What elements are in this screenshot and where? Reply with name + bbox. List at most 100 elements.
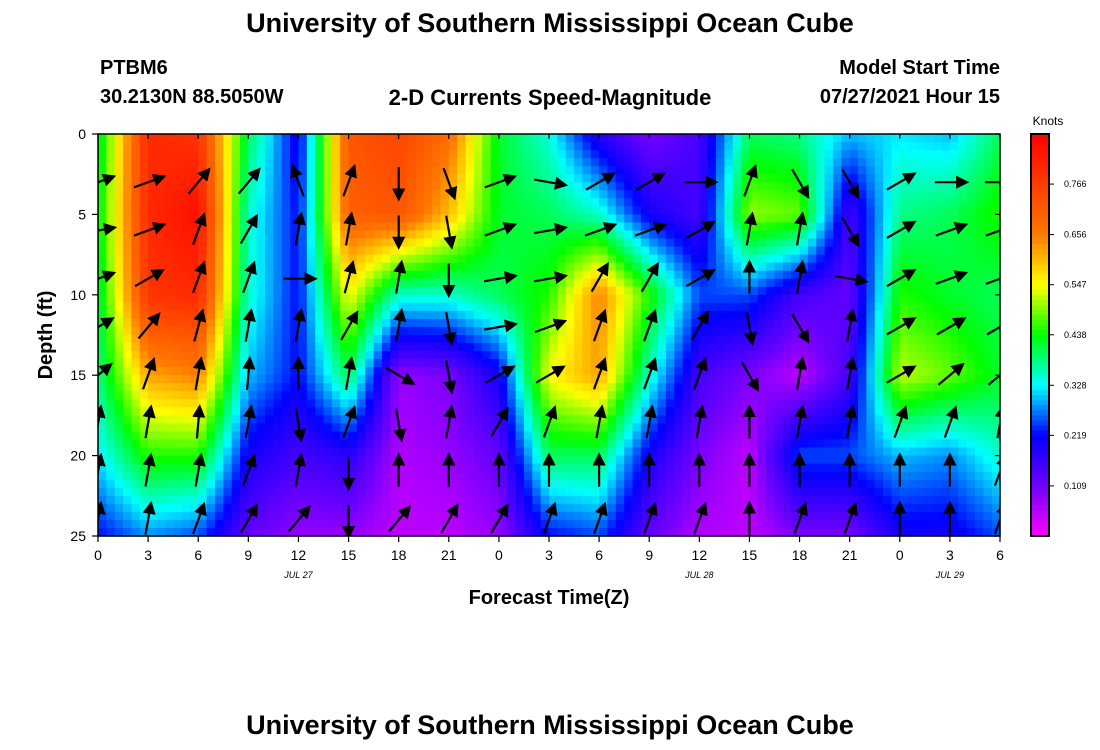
heatmap-cell <box>849 278 859 288</box>
heatmap-cell <box>983 254 993 264</box>
heatmap-cell <box>582 134 592 143</box>
heatmap-cell <box>432 471 442 481</box>
heatmap-cell <box>640 182 650 191</box>
heatmap-cell <box>690 150 700 159</box>
heatmap-cell <box>440 182 450 191</box>
heatmap-cell <box>164 286 174 296</box>
heatmap-cell <box>599 278 609 288</box>
heatmap-cell <box>741 326 751 336</box>
heatmap-cell <box>131 503 141 513</box>
heatmap-cell <box>440 343 450 352</box>
heatmap-cell <box>507 351 517 360</box>
heatmap-cell <box>883 359 893 368</box>
heatmap-cell <box>156 415 166 425</box>
heatmap-cell <box>899 479 909 489</box>
heatmap-cell <box>774 238 784 248</box>
heatmap-cell <box>899 190 909 199</box>
heatmap-cell <box>306 174 316 183</box>
heatmap-cell <box>657 310 667 320</box>
heatmap-cell <box>908 302 918 312</box>
heatmap-cell <box>590 270 600 280</box>
heatmap-cell <box>832 182 842 191</box>
heatmap-cell <box>198 391 208 400</box>
model-start-time: 07/27/2021 Hour 15 <box>819 86 1000 108</box>
heatmap-cell <box>373 326 383 336</box>
heatmap-cell <box>690 495 700 505</box>
heatmap-cell <box>974 270 984 280</box>
heatmap-cell <box>599 423 609 433</box>
heatmap-cell <box>899 487 909 497</box>
heatmap-cell <box>941 190 951 199</box>
heatmap-cell <box>256 407 266 416</box>
heatmap-cell <box>799 238 809 248</box>
heatmap-cell <box>432 286 442 296</box>
heatmap-cell <box>991 166 1001 175</box>
heatmap-cell <box>849 294 859 304</box>
heatmap-cell <box>574 286 584 296</box>
heatmap-cell <box>281 447 291 457</box>
heatmap-cell <box>782 174 792 183</box>
heatmap-cell <box>265 310 274 320</box>
heatmap-cell <box>858 439 867 449</box>
heatmap-cell <box>139 190 149 199</box>
heatmap-cell <box>640 487 650 497</box>
heatmap-cell <box>916 479 926 489</box>
heatmap-cell <box>239 391 249 400</box>
heatmap-cell <box>231 335 241 344</box>
heatmap-cell <box>373 182 383 191</box>
heatmap-cell <box>732 471 742 481</box>
heatmap-cell <box>799 158 809 167</box>
heatmap-cell <box>214 254 224 264</box>
heatmap-cell <box>340 326 350 336</box>
heatmap-cell <box>381 246 391 256</box>
heatmap-cell <box>390 206 400 215</box>
heatmap-cell <box>665 270 675 280</box>
heatmap-cell <box>574 391 584 400</box>
heatmap-cell <box>306 182 316 191</box>
heatmap-cell <box>866 294 876 304</box>
heatmap-cell <box>189 206 199 215</box>
heatmap-cell <box>615 367 625 376</box>
heatmap-cell <box>365 383 375 392</box>
heatmap-cell <box>407 294 416 304</box>
heatmap-cell <box>440 439 450 449</box>
heatmap-cell <box>657 318 667 328</box>
heatmap-cell <box>724 375 734 384</box>
heatmap-cell <box>265 439 274 449</box>
heatmap-cell <box>507 182 517 191</box>
heatmap-cell <box>824 230 834 240</box>
heatmap-cell <box>716 174 725 183</box>
heatmap-cell <box>757 335 767 344</box>
heatmap-cell <box>432 150 442 159</box>
heatmap-cell <box>356 391 366 400</box>
heatmap-cell <box>265 383 274 392</box>
heatmap-cell <box>615 479 625 489</box>
heatmap-cell <box>590 190 600 199</box>
heatmap-cell <box>916 318 926 328</box>
heatmap-cell <box>682 310 692 320</box>
heatmap-cell <box>607 198 617 207</box>
heatmap-cell <box>632 198 642 207</box>
heatmap-cell <box>465 246 475 256</box>
heatmap-cell <box>206 367 216 376</box>
heatmap-cell <box>565 335 575 344</box>
heatmap-cell <box>599 399 609 408</box>
heatmap-cell <box>523 463 533 473</box>
heatmap-cell <box>156 407 166 416</box>
heatmap-cell <box>716 326 725 336</box>
heatmap-cell <box>248 286 258 296</box>
heatmap-cell <box>908 190 918 199</box>
heatmap-cell <box>415 423 425 433</box>
heatmap-cell <box>231 198 241 207</box>
heatmap-cell <box>507 487 517 497</box>
heatmap-cell <box>265 286 274 296</box>
heatmap-cell <box>557 158 567 167</box>
heatmap-cell <box>549 479 558 489</box>
heatmap-cell <box>707 399 717 408</box>
heatmap-cell <box>348 294 358 304</box>
heatmap-cell <box>866 367 876 376</box>
heatmap-cell <box>440 222 450 232</box>
heatmap-cell <box>239 455 249 465</box>
heatmap-cell <box>415 351 425 360</box>
heatmap-cell <box>131 335 141 344</box>
